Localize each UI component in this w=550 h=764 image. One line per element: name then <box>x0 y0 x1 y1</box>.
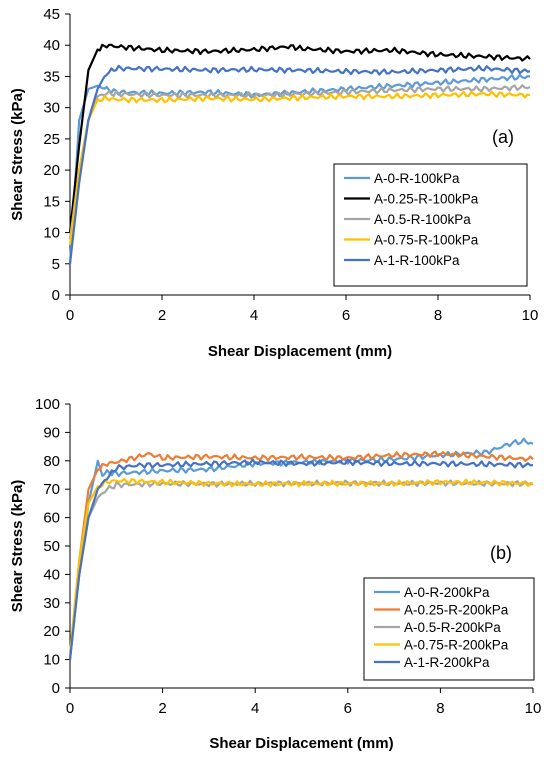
y-tick-label: 10 <box>43 652 60 669</box>
y-tick-label: 0 <box>52 287 60 304</box>
legend-label-4: A-1-R-100kPa <box>374 253 460 268</box>
legend-box <box>333 163 528 287</box>
series-line-3 <box>68 90 531 246</box>
x-tick-label: 2 <box>158 700 166 717</box>
y-axis-title: Shear Stress (kPa) <box>9 480 26 613</box>
y-tick-label: 30 <box>43 100 60 117</box>
y-tick-label: 50 <box>43 538 60 555</box>
x-tick-label: 6 <box>342 307 350 324</box>
y-tick-label: 30 <box>43 595 60 612</box>
chart-panel-0: 0 5 10 15 20 25 30 35 40 45 0 2 4 6 8 10 Shear Displacem… <box>9 6 538 360</box>
x-axis-title: Shear Displacement (mm) <box>208 343 392 360</box>
x-tick-label: 4 <box>251 700 259 717</box>
panel-label: (b) <box>490 543 512 563</box>
y-tick-label: 25 <box>43 131 60 148</box>
legend-label-0: A-0-R-100kPa <box>374 171 460 186</box>
x-tick-label: 10 <box>525 700 542 717</box>
series-line-1 <box>68 43 531 233</box>
x-tick-label: 6 <box>344 700 352 717</box>
series-line-3 <box>68 477 534 655</box>
x-tick-label: 0 <box>66 307 74 324</box>
y-tick-label: 5 <box>52 256 60 273</box>
series-line-1 <box>68 450 534 660</box>
y-tick-label: 80 <box>43 453 60 470</box>
legend-label-0: A-0-R-200kPa <box>404 585 490 600</box>
y-tick-label: 40 <box>43 566 60 583</box>
x-tick-label: 8 <box>434 307 442 324</box>
y-tick-label: 40 <box>43 37 60 54</box>
legend-label-3: A-0.75-R-100kPa <box>374 233 479 248</box>
legend-label-2: A-0.5-R-200kPa <box>404 620 501 635</box>
y-tick-label: 70 <box>43 481 60 498</box>
panel-label: (a) <box>492 127 514 147</box>
series-line-2 <box>68 479 534 655</box>
legend-label-1: A-0.25-R-100kPa <box>374 192 479 207</box>
x-tick-label: 4 <box>250 307 258 324</box>
y-tick-label: 20 <box>43 162 60 179</box>
legend: A-0-R-100kPa A-0.25-R-100kPa A-0.5-R-100kP… <box>333 163 528 287</box>
legend-label-3: A-0.75-R-200kPa <box>404 638 509 653</box>
x-tick-label: 10 <box>522 307 539 324</box>
y-tick-label: 90 <box>43 424 60 441</box>
x-axis-title: Shear Displacement (mm) <box>209 735 393 752</box>
legend-label-2: A-0.5-R-100kPa <box>374 212 471 227</box>
y-tick-label: 100 <box>35 396 60 413</box>
series-line-4 <box>68 64 531 264</box>
y-tick-label: 60 <box>43 510 60 527</box>
x-tick-label: 0 <box>66 700 74 717</box>
y-tick-label: 45 <box>43 6 60 23</box>
series-line-2 <box>68 84 531 239</box>
y-axis-title: Shear Stress (kPa) <box>9 88 26 221</box>
x-tick-label: 8 <box>436 700 444 717</box>
x-tick-label: 2 <box>158 307 166 324</box>
chart-panel-1: 0 10 20 30 40 50 60 70 80 90 100 0 2 4 6 8 10 Shear Displ… <box>9 396 541 752</box>
legend-label-4: A-1-R-200kPa <box>404 655 490 670</box>
series-line-4 <box>68 458 534 660</box>
y-tick-label: 15 <box>43 193 60 210</box>
y-tick-label: 10 <box>43 225 60 242</box>
y-tick-label: 20 <box>43 623 60 640</box>
y-tick-label: 35 <box>43 68 60 85</box>
legend-label-1: A-0.25-R-200kPa <box>404 603 509 618</box>
legend: A-0-R-200kPa A-0.25-R-200kPa A-0.5-R-200kP… <box>363 577 535 681</box>
y-tick-label: 0 <box>52 680 60 697</box>
